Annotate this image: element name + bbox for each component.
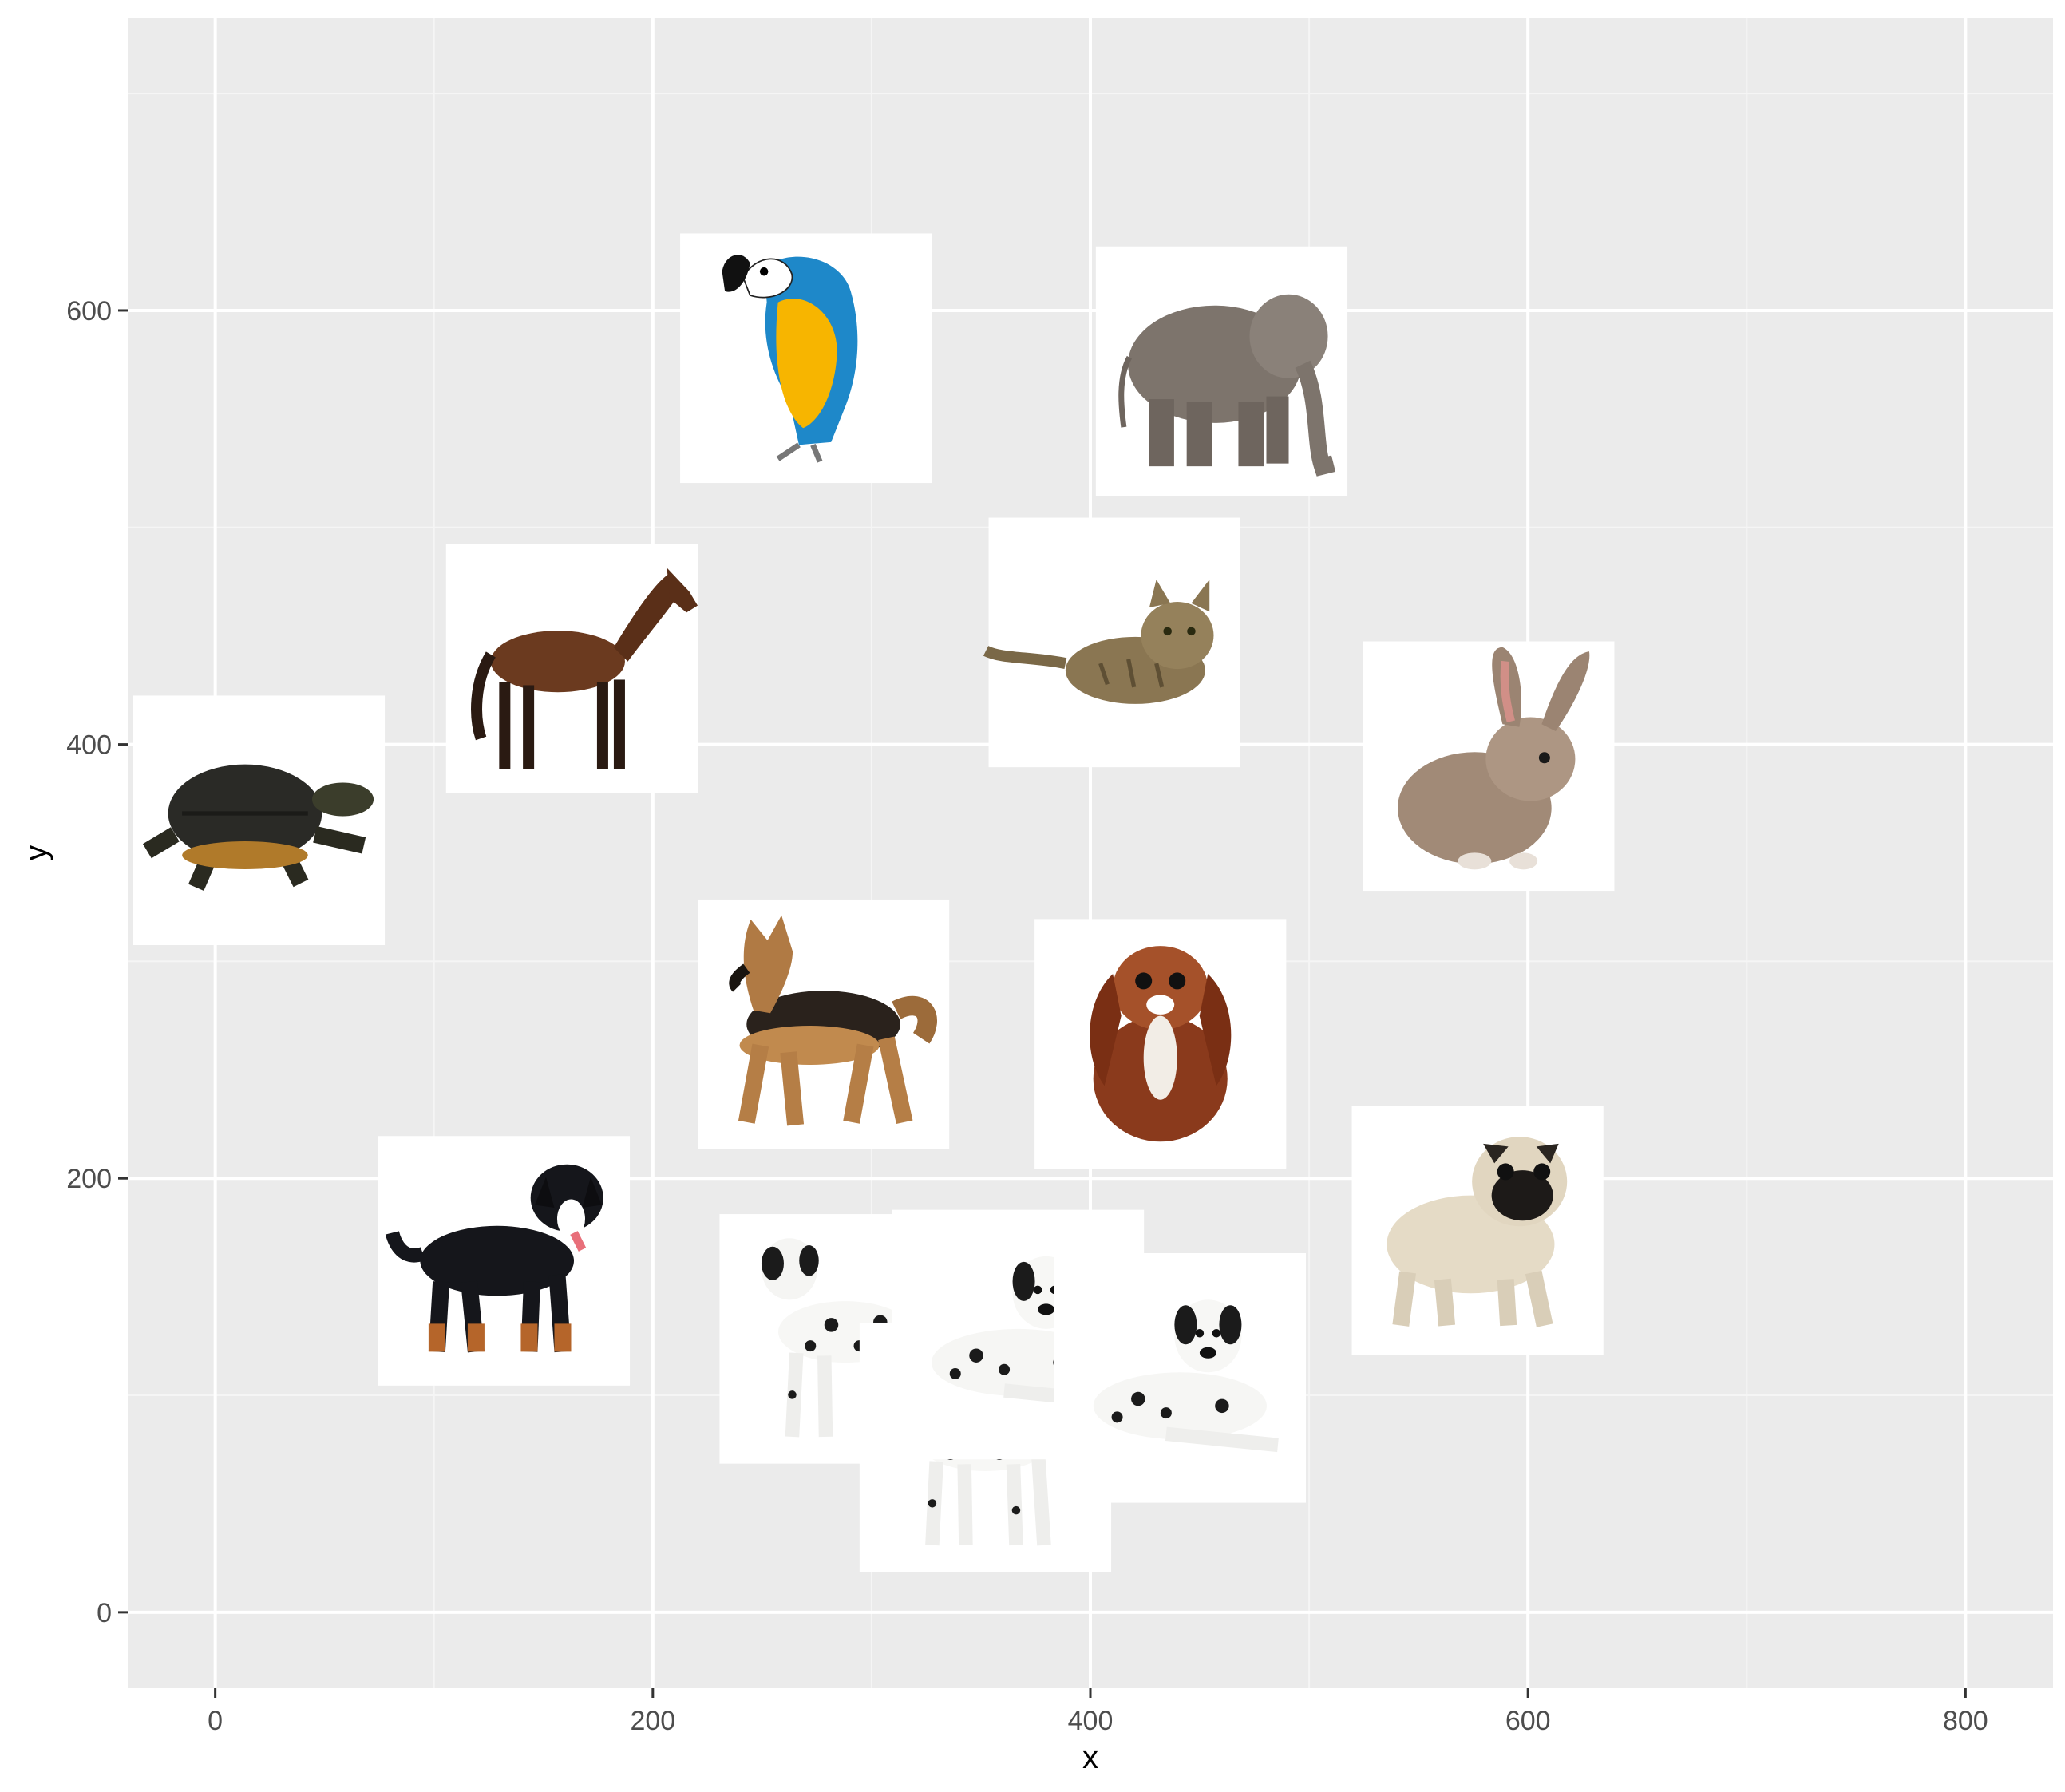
point-turtle bbox=[133, 695, 386, 946]
point-parrot bbox=[680, 233, 932, 484]
point-elephant bbox=[1095, 246, 1348, 496]
x-axis-ticks: 0 200 400 600 800 bbox=[208, 1688, 1988, 1736]
y-axis-ticks: 0 200 400 600 bbox=[66, 296, 128, 1628]
y-axis-title: y bbox=[18, 845, 53, 861]
y-tick-label: 0 bbox=[97, 1598, 112, 1628]
x-tick-label: 0 bbox=[208, 1706, 223, 1736]
point-german-shepherd bbox=[698, 899, 950, 1149]
point-spaniel bbox=[1034, 919, 1287, 1169]
y-tick-label: 200 bbox=[66, 1164, 112, 1194]
point-bernese-dog bbox=[378, 1136, 631, 1386]
point-rabbit bbox=[1363, 641, 1615, 892]
x-tick-label: 400 bbox=[1068, 1706, 1114, 1736]
y-tick-label: 400 bbox=[66, 730, 112, 761]
x-tick-label: 200 bbox=[630, 1706, 675, 1736]
point-cat bbox=[986, 517, 1240, 768]
point-pug bbox=[1351, 1106, 1604, 1355]
point-horse bbox=[445, 544, 698, 793]
x-axis-title: x bbox=[1082, 1740, 1098, 1775]
point-dalmatian-lying-front bbox=[1054, 1253, 1306, 1503]
x-tick-label: 600 bbox=[1505, 1706, 1551, 1736]
y-tick-label: 600 bbox=[66, 296, 112, 326]
x-tick-label: 800 bbox=[1943, 1706, 1988, 1736]
point-layer bbox=[133, 233, 1615, 1572]
